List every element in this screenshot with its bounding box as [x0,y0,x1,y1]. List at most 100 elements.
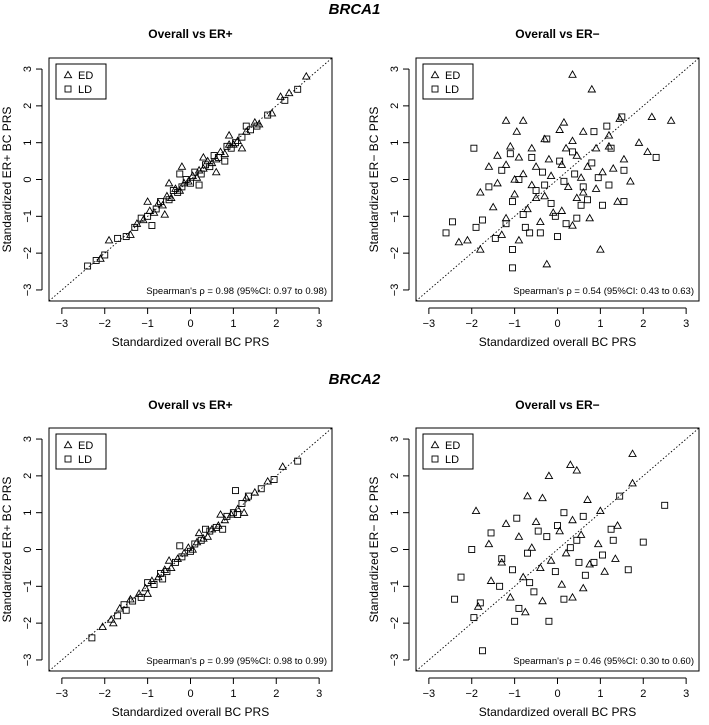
data-point-ed [591,184,601,192]
x-tick-label: 0 [187,688,193,700]
y-tick-label: −2 [389,247,401,260]
y-tick-label: 0 [389,546,401,552]
data-point-ed [613,197,622,205]
data-point-ld [120,601,128,609]
data-point-ld [451,595,459,603]
data-point-ed [626,176,635,185]
x-axis-label: Standardized overall BC PRS [112,705,269,719]
data-point-ld [191,540,199,548]
x-tick-label: −1 [141,318,154,330]
data-point-ed [162,191,172,200]
data-point-ld [581,571,589,579]
scatter-panel-brca1-er-neg: Overall vs ER− −3 −2 −1 0 1 2 3 −3 −2 −1 0 1 2 3 Standa… [367,27,700,349]
panels: Overall vs ER+ −3 −2 −1 0 1 2 3 −3 −2 −1 0 1 2 3 Standa… [0,27,700,719]
legend-label-ld: LD [445,84,459,96]
x-tick-label: 2 [273,318,279,330]
data-point-ld [530,588,538,596]
series-ed [96,71,311,262]
data-point-ed [147,576,157,584]
legend-box [55,63,107,100]
data-point-ed [514,532,524,540]
data-point-ld [294,85,302,93]
data-point-ed [542,259,552,268]
legend-label-ed: ED [78,440,93,452]
data-point-ld [187,547,194,555]
data-point-ed [241,127,251,135]
identity-reference-line [416,58,699,301]
x-tick-label: −3 [56,688,69,700]
data-point-ld [101,251,109,259]
data-point-ed [284,88,294,97]
data-point-ed [666,116,676,124]
data-point-ld [187,179,194,187]
data-point-ld [485,183,493,191]
data-point-ld [618,113,626,121]
y-axis-label: Standardized ER+ BC PRS [0,477,14,623]
data-point-ed [488,202,498,211]
data-point-ld [579,512,587,520]
data-point-ed [501,116,511,124]
x-tick-label: 3 [316,318,322,330]
legend-triangle-icon [63,440,73,449]
data-point-ld [545,617,553,625]
data-point-ed [583,495,592,503]
data-point-ld [257,485,265,493]
data-point-ed [183,176,193,185]
data-point-ld [509,264,516,272]
data-point-ld [178,183,186,191]
data-point-ed [576,173,586,181]
data-point-ld [607,144,615,152]
legend-square-icon [64,455,72,463]
data-point-ed [484,162,494,170]
data-point-ld [605,181,613,189]
data-point-ld [172,558,179,566]
x-tick-label: −1 [141,688,154,700]
data-point-ld [202,161,209,169]
data-point-ed [634,138,644,146]
data-point-ed [619,154,629,163]
data-point-ld [652,153,660,161]
data-point-ed [565,460,575,468]
y-tick-label: −3 [389,284,401,297]
identity-reference-line [416,428,699,671]
data-point-ld [566,544,574,552]
y-tick-label: 2 [22,473,34,479]
data-point-ed [572,465,582,474]
data-point-ed [267,108,277,117]
panel-title: Overall vs ER+ [148,27,232,41]
data-point-ed [578,127,588,135]
scatter-panel-brca2-er-pos: Overall vs ER+ −3 −2 −1 0 1 2 3 −3 −2 −1 0 1 2 3 Standa… [0,398,333,719]
data-point-ed [576,530,586,538]
data-point-ed [557,206,567,214]
legend: ED LD [422,63,474,100]
data-point-ld [541,181,549,189]
data-point-ed [160,565,170,573]
data-point-ed [561,143,571,152]
legend-square-icon [431,85,439,93]
data-point-ed [104,235,114,244]
data-point-ed [611,554,620,562]
data-point-ed [192,537,202,546]
legend: ED LD [55,63,107,100]
data-point-ed [587,84,597,93]
data-point-ed [568,592,577,601]
data-point-ed [132,219,142,227]
correlation-annotation: Spearman's ρ = 0.46 (95%CI: 0.30 to 0.60… [513,656,694,667]
x-tick-label: −1 [508,318,521,330]
data-point-ed [538,596,547,605]
scatter-panel-brca1-er-pos: Overall vs ER+ −3 −2 −1 0 1 2 3 −3 −2 −1 0 1 2 3 Standa… [0,27,333,349]
plot-frame [415,427,700,672]
data-point-ld [594,174,602,182]
data-point-ld [137,214,145,222]
data-point-ld [197,170,205,178]
data-point-ld [470,144,478,152]
y-tick-label: −3 [389,654,401,667]
gene-title-brca1: BRCA1 [329,1,381,18]
data-point-ed [143,589,152,597]
data-point-ld [234,511,242,518]
data-point-ed [518,116,528,124]
data-point-ed [237,143,247,152]
x-tick-label: 2 [640,688,646,700]
data-point-ld [137,593,145,601]
data-point-ld [511,617,519,625]
